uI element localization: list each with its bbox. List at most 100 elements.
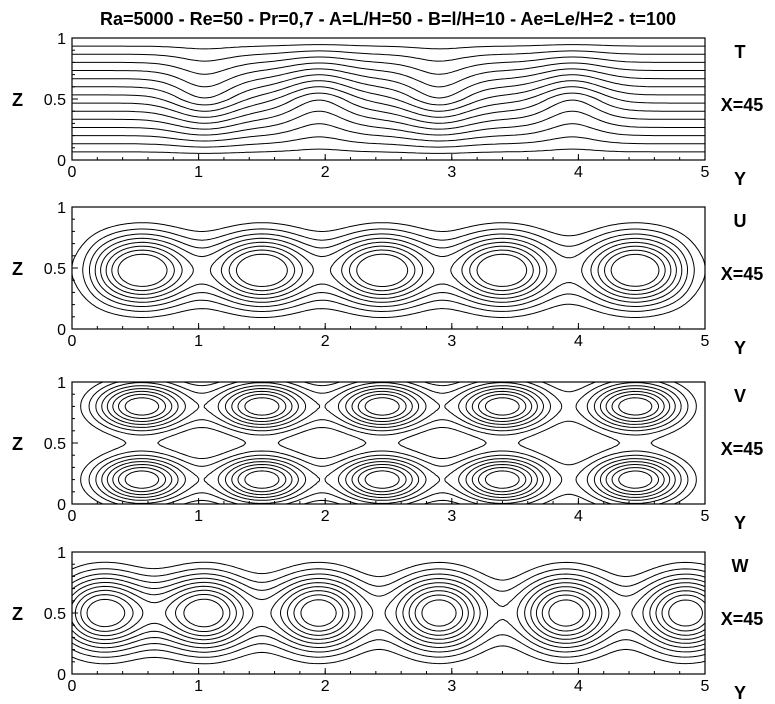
panel-t-ytick-label: 1 bbox=[57, 31, 66, 48]
panel-w-contours bbox=[72, 561, 705, 665]
panel-u-contour-level-2 bbox=[82, 228, 695, 312]
panel-w-ytick-label: 0 bbox=[57, 667, 66, 684]
panel-t-contour-level-5 bbox=[72, 99, 705, 130]
panel-t-xtick-label: 0 bbox=[68, 164, 77, 181]
panel-w-xtick-label: 3 bbox=[447, 678, 456, 695]
panel-w-contour-level-6 bbox=[72, 585, 705, 641]
panel-t-contour-level-10 bbox=[72, 68, 705, 99]
panel-t-contour-level-9 bbox=[72, 74, 705, 106]
panel-u-xtick-label: 3 bbox=[447, 333, 456, 350]
panel-t-contour-level-3 bbox=[72, 123, 705, 142]
panel-v-xtick-label: 1 bbox=[194, 508, 203, 525]
panel-w-ytick-label: 1 bbox=[57, 545, 66, 562]
panel-t-xlabel: Y bbox=[734, 169, 746, 189]
panel-t-xtick-label: 4 bbox=[574, 164, 583, 181]
panel-w-contour-level-5 bbox=[72, 581, 705, 645]
panel-v-xlabel: Y bbox=[734, 513, 746, 533]
panel-t-xtick-label: 1 bbox=[194, 164, 203, 181]
panel-u-contours bbox=[72, 222, 705, 318]
panel-u-contour-level-1 bbox=[72, 222, 705, 318]
panel-w-contour-level-9 bbox=[86, 598, 703, 628]
panel-u-ytick-label: 0 bbox=[57, 322, 66, 339]
panel-w-contour-level-3 bbox=[72, 573, 705, 653]
panel-v-contour-level-5 bbox=[106, 388, 671, 498]
panel-v-contour-level-2 bbox=[88, 382, 689, 504]
panel-t-contour-level-4 bbox=[72, 110, 705, 136]
panel-w-contour-level-4 bbox=[72, 577, 705, 649]
panel-u-xtick-label: 5 bbox=[701, 333, 710, 350]
panel-w-xtick-label: 1 bbox=[194, 678, 203, 695]
panel-v-contour-level-4 bbox=[101, 385, 676, 501]
panel-t-contour-level-2 bbox=[72, 136, 705, 148]
panel-w: 0 1 2 3 4 5 0 0.5 1 Z Y W X=45 bbox=[12, 545, 763, 703]
panel-v-xtick-label: 5 bbox=[701, 508, 710, 525]
panel-w-xlabel: Y bbox=[734, 683, 746, 703]
panel-u-contour-level-6 bbox=[105, 245, 672, 295]
panel-w-xtick-label: 4 bbox=[574, 678, 583, 695]
panel-t-xtick-label: 2 bbox=[321, 164, 330, 181]
panel-v-frame bbox=[71, 381, 706, 505]
panel-v-xtick-label: 2 bbox=[321, 508, 330, 525]
panel-u-ytick-label: 0.5 bbox=[44, 261, 66, 278]
panel-u-ytick-label: 1 bbox=[57, 200, 66, 217]
panel-v-station-label: X=45 bbox=[721, 439, 764, 459]
panel-v-xtick-label: 4 bbox=[574, 508, 583, 525]
panel-w-frame bbox=[71, 551, 706, 675]
panel-w-ytick-label: 0.5 bbox=[44, 606, 66, 623]
panel-u-xtick-label: 0 bbox=[68, 333, 77, 350]
panel-t: 0 1 2 3 4 5 0 0.5 1 Z Y T X=45 bbox=[12, 31, 763, 189]
panel-u-contour-level-7 bbox=[111, 249, 666, 292]
panel-t-contours bbox=[72, 44, 705, 154]
panel-v-contour-level-7 bbox=[118, 393, 659, 493]
panel-t-field-label: T bbox=[735, 42, 746, 62]
panel-t-contour-level-6 bbox=[72, 92, 705, 124]
panels: 0 1 2 3 4 5 0 0.5 1 Z Y T X=45 0 1 2 3 4 5 0 0.5 1 Z Y U X=45 0 1 2 3… bbox=[12, 31, 763, 703]
panel-u-xtick-label: 1 bbox=[194, 333, 203, 350]
panel-t-contour-level-8 bbox=[72, 80, 705, 112]
panel-v-xtick-label: 0 bbox=[68, 508, 77, 525]
panel-t-contour-level-13 bbox=[72, 50, 705, 62]
panel-t-xtick-label: 3 bbox=[447, 164, 456, 181]
panel-v-ylabel: Z bbox=[12, 434, 23, 454]
panel-t-ytick-label: 0 bbox=[57, 153, 66, 170]
panel-t-xtick-label: 5 bbox=[701, 164, 710, 181]
panel-u-xtick-label: 2 bbox=[321, 333, 330, 350]
panel-w-station-label: X=45 bbox=[721, 609, 764, 629]
panel-w-xtick-label: 2 bbox=[321, 678, 330, 695]
panel-u-contour-level-8 bbox=[117, 253, 660, 287]
panel-t-frame bbox=[71, 37, 706, 161]
panel-t-contour-level-7 bbox=[72, 86, 705, 118]
panel-w-contour-level-1 bbox=[72, 561, 705, 665]
panel-v-contour-level-6 bbox=[112, 390, 665, 496]
panel-w-contour-level-2 bbox=[72, 568, 705, 658]
panel-u-station-label: X=45 bbox=[721, 264, 764, 284]
panel-v-ytick-label: 0 bbox=[57, 497, 66, 514]
panel-u-contour-level-3 bbox=[89, 233, 688, 308]
panel-t-station-label: X=45 bbox=[721, 95, 764, 115]
panel-w-ylabel: Z bbox=[12, 604, 23, 624]
panel-w-xtick-label: 0 bbox=[68, 678, 77, 695]
panel-v-contour-level-3 bbox=[95, 382, 682, 504]
panel-w-contour-level-7 bbox=[74, 589, 705, 637]
panel-v-contour-level-1 bbox=[80, 382, 697, 504]
panel-w-xtick-label: 5 bbox=[701, 678, 710, 695]
panel-u-ylabel: Z bbox=[12, 259, 23, 279]
panel-u: 0 1 2 3 4 5 0 0.5 1 Z Y U X=45 bbox=[12, 200, 763, 358]
panel-t-contour-level-12 bbox=[72, 56, 705, 75]
panel-t-contour-level-1 bbox=[72, 148, 705, 154]
panel-v-field-label: V bbox=[734, 386, 746, 406]
panel-u-contour-level-5 bbox=[100, 241, 677, 299]
panel-t-contour-level-11 bbox=[72, 62, 705, 88]
panel-v-ytick-label: 0.5 bbox=[44, 436, 66, 453]
panel-t-ytick-label: 0.5 bbox=[44, 92, 66, 109]
panel-w-field-label: W bbox=[732, 556, 749, 576]
panel-u-xtick-label: 4 bbox=[574, 333, 583, 350]
panel-v-contours bbox=[80, 382, 697, 504]
panel-t-contour-level-14 bbox=[72, 44, 705, 50]
panel-v-contour-level-8 bbox=[124, 397, 653, 489]
panel-v-ytick-label: 1 bbox=[57, 375, 66, 392]
panel-w-contour-level-8 bbox=[80, 594, 705, 632]
panel-u-field-label: U bbox=[734, 211, 747, 231]
panel-u-xlabel: Y bbox=[734, 338, 746, 358]
